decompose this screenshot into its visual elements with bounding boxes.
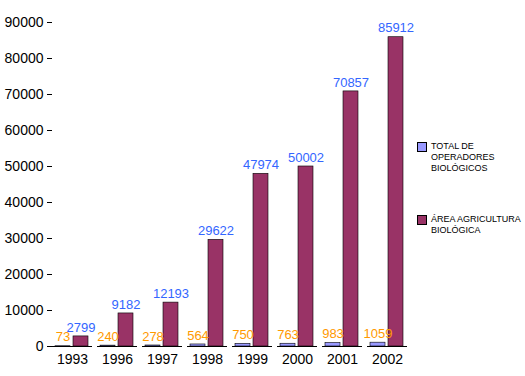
svg-text:12193: 12193: [153, 286, 189, 301]
svg-text:9182: 9182: [112, 297, 141, 312]
html-text:TOTAL DE OPERADORES BIOLÓGICOS: TOTAL DE OPERADORES BIOLÓGICOS: [431, 140, 495, 173]
svg-text:2000: 2000: [282, 351, 313, 367]
svg-text:60000: 60000: [5, 122, 44, 138]
svg-text:1999: 1999: [237, 351, 268, 367]
svg-text:1996: 1996: [102, 351, 133, 367]
svg-text:1998: 1998: [192, 351, 223, 367]
svg-text:2001: 2001: [327, 351, 358, 367]
svg-text:240: 240: [97, 329, 119, 344]
svg-text:20000: 20000: [5, 266, 44, 282]
svg-text:2799: 2799: [67, 320, 96, 335]
svg-text:10000: 10000: [5, 302, 44, 318]
svg-text:564: 564: [187, 328, 209, 343]
svg-text:40000: 40000: [5, 194, 44, 210]
svg-text:763: 763: [277, 327, 299, 342]
svg-text:30000: 30000: [5, 230, 44, 246]
svg-text:1059: 1059: [364, 326, 393, 341]
svg-text:85912: 85912: [378, 20, 414, 35]
svg-text:29622: 29622: [198, 223, 234, 238]
svg-text:70857: 70857: [333, 75, 369, 90]
svg-text:1993: 1993: [57, 351, 88, 367]
svg-text:73: 73: [55, 329, 71, 345]
svg-text:70000: 70000: [5, 86, 44, 102]
svg-text:0: 0: [36, 338, 44, 354]
svg-text:278: 278: [142, 329, 164, 344]
svg-text:2002: 2002: [372, 351, 403, 367]
html-text:ÁREA AGRICULTURA BIOLÓGICA: ÁREA AGRICULTURA BIOLÓGICA: [431, 213, 521, 235]
svg-text:50002: 50002: [288, 150, 324, 165]
svg-text:750: 750: [232, 327, 254, 342]
svg-text:983: 983: [322, 326, 344, 341]
svg-text:80000: 80000: [5, 50, 44, 66]
svg-text:1997: 1997: [147, 351, 178, 367]
svg-text:47974: 47974: [243, 157, 279, 172]
svg-text:90000: 90000: [5, 14, 44, 30]
svg-text:50000: 50000: [5, 158, 44, 174]
